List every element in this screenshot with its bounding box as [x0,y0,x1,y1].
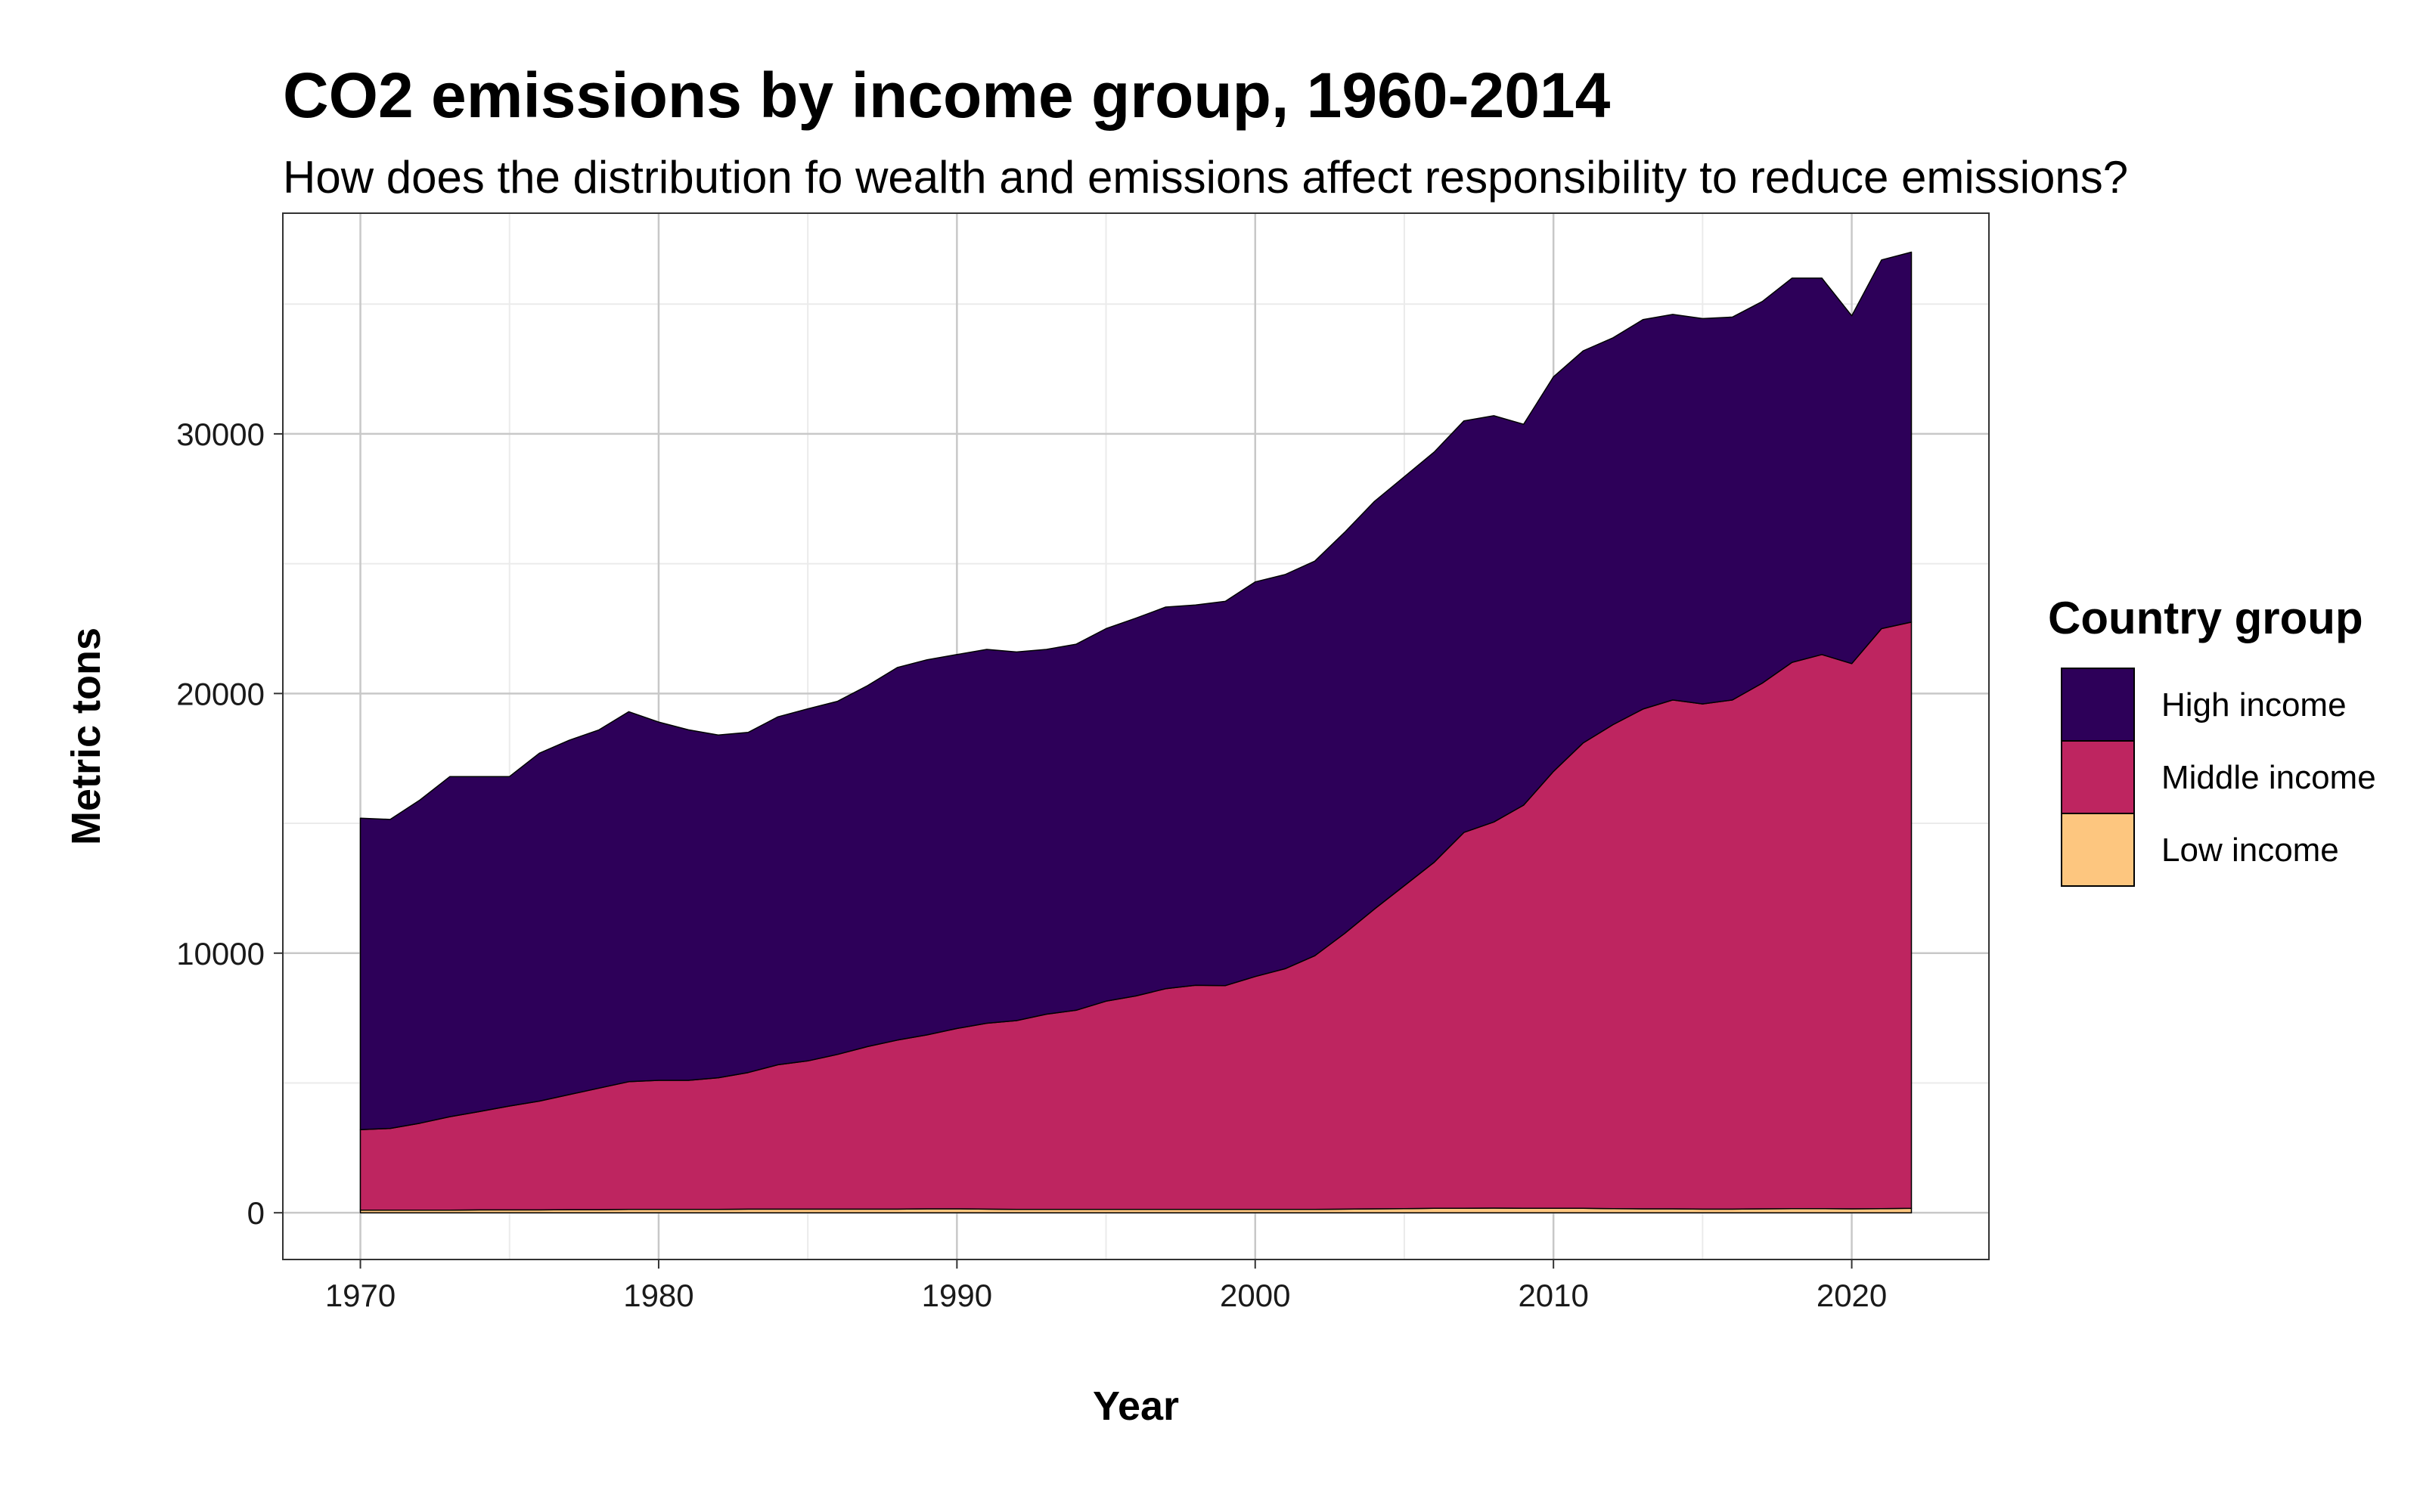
legend-title: Country group [2048,593,2363,643]
x-tick-label: 2010 [1518,1278,1588,1313]
x-tick-label: 2000 [1220,1278,1290,1313]
axis-ticks: 1970 1980 1990 2000 2010 2020 0 10000 20000 30000 [176,417,1887,1313]
y-axis-title: Metric tons [64,627,109,845]
y-tick-label: 20000 [176,676,265,711]
legend-label-middle-income: Middle income [2161,759,2376,796]
x-tick-label: 2020 [1817,1278,1887,1313]
stacked-areas [359,251,1913,1213]
legend-label-high-income: High income [2161,686,2347,723]
legend-label-low-income: Low income [2161,832,2339,869]
plot-panel-border [282,212,1990,1260]
y-tick-label: 30000 [176,417,265,452]
x-tick-label: 1990 [922,1278,992,1313]
y-tick-label: 0 [247,1195,265,1231]
area-high-income [359,251,1913,1131]
legend-swatch-low-income [2061,813,2135,887]
legend-swatch-middle-income [2061,740,2135,814]
x-tick-label: 1980 [623,1278,693,1313]
chart-subtitle: How does the distribution fo wealth and … [283,152,2128,203]
legend-swatch-high-income [2061,668,2135,742]
legend: Country group High income Middle income Lo… [2048,593,2376,887]
x-tick-label: 1970 [325,1278,396,1313]
x-axis-title: Year [1093,1383,1179,1429]
y-tick-label: 10000 [176,936,265,971]
chart-title: CO2 emissions by income group, 1960-2014 [283,60,1611,131]
